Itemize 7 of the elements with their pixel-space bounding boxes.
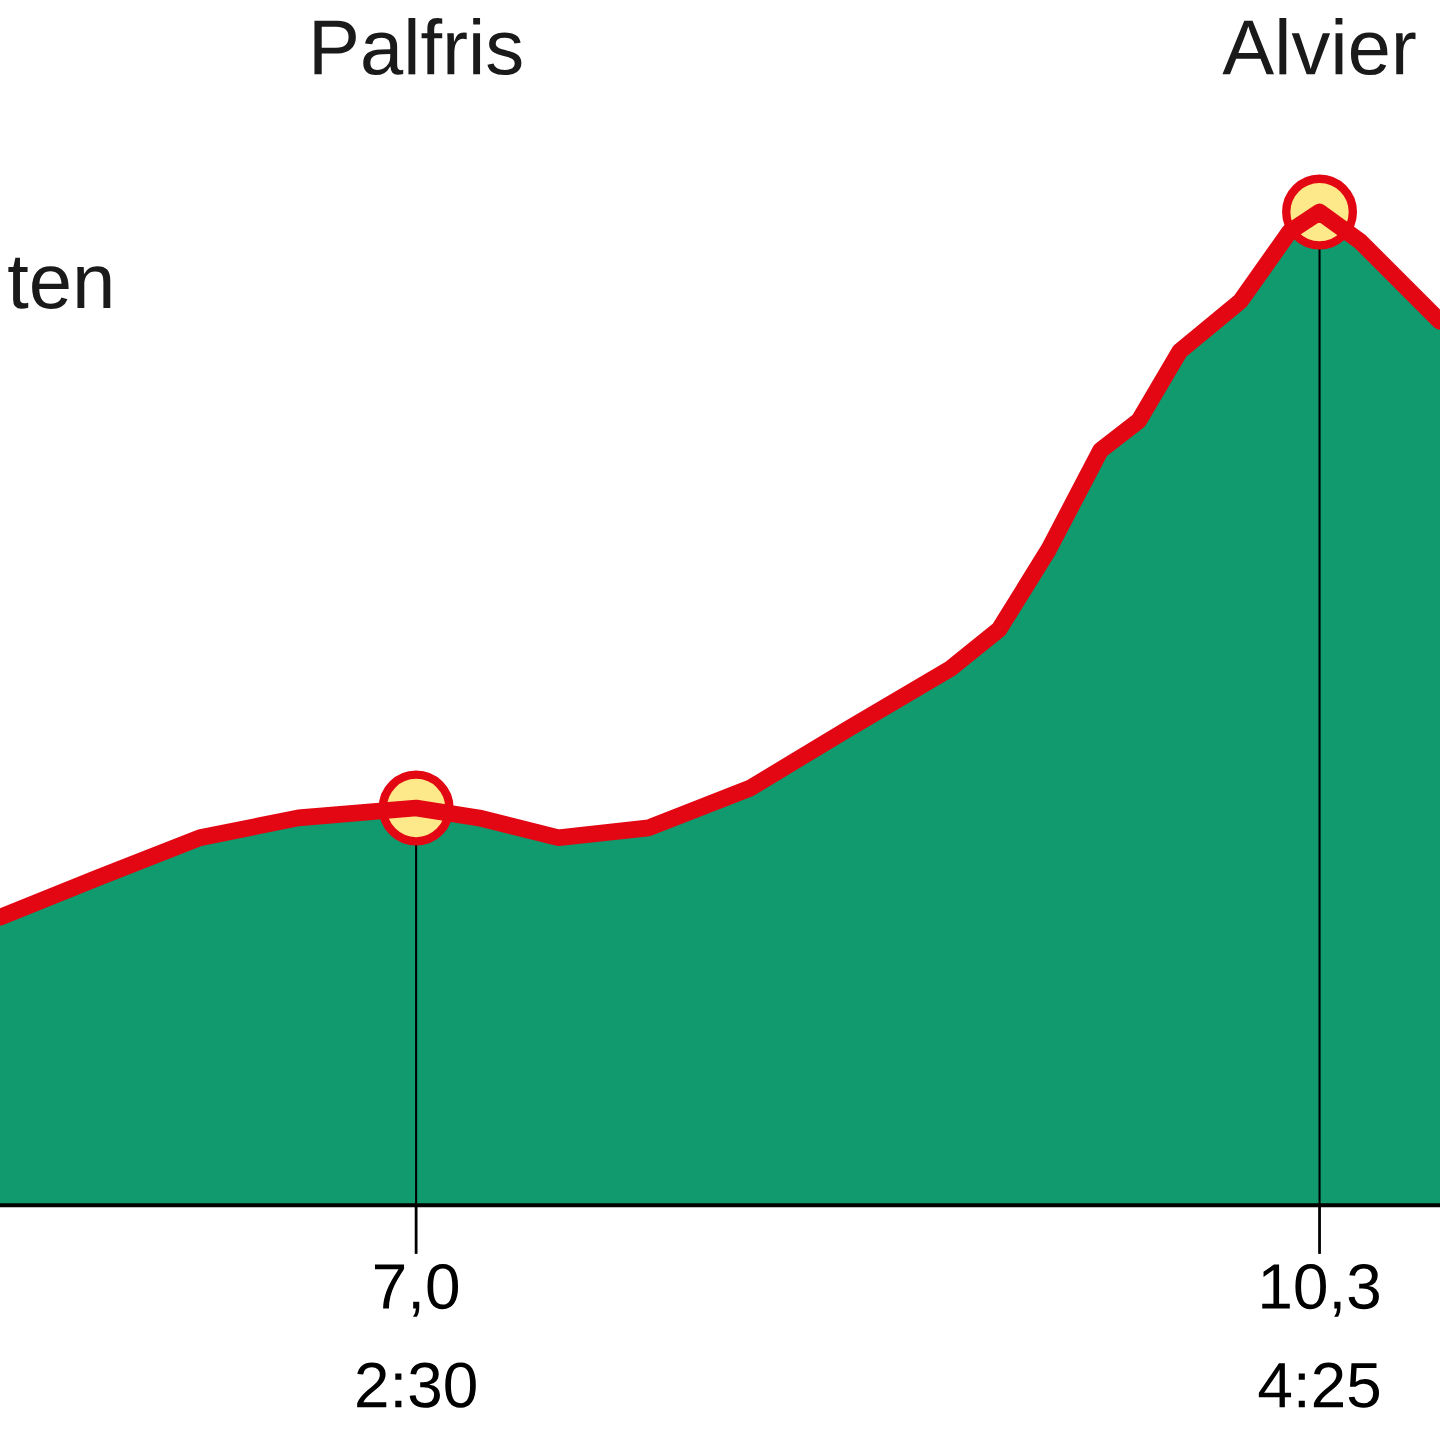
- annotation: ten: [8, 257, 111, 309]
- text: Palfris: [314, 17, 522, 76]
- x-tick-label: 7,0: [374, 1263, 459, 1317]
- text: Alvier: [1222, 17, 1416, 76]
- text: 4:25: [1258, 1362, 1380, 1408]
- x-tick-label: 10,3: [1262, 1263, 1379, 1317]
- text: 2:30: [357, 1362, 476, 1408]
